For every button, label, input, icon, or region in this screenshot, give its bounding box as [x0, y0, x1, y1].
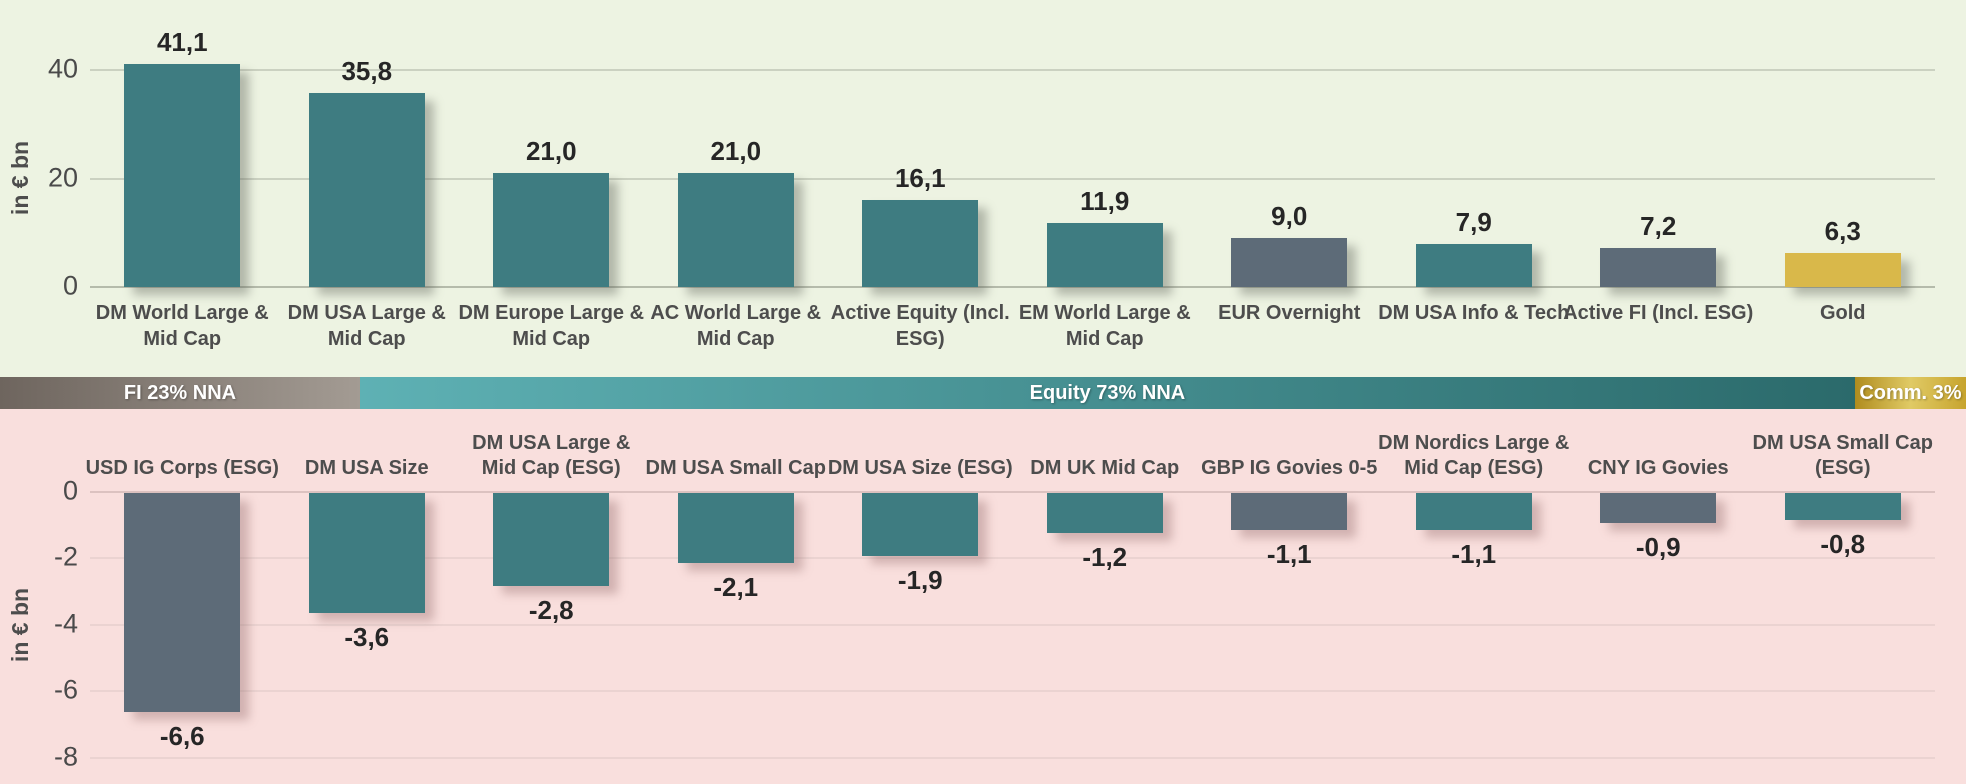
bar [677, 173, 794, 287]
bar [1231, 493, 1348, 530]
asset-class-banner: FI 23% NNA Equity 73% NNA Comm. 3% [0, 377, 1966, 409]
bar-value-label: 35,8 [341, 55, 393, 86]
category-label: USD IG Corps (ESG) [85, 457, 279, 480]
bar-value-label: -2,1 [713, 571, 759, 602]
bar [1415, 493, 1532, 530]
bar-value-label: 9,0 [1271, 201, 1308, 232]
bar-value-label: 7,9 [1455, 207, 1492, 238]
bar [308, 493, 425, 613]
bar [862, 199, 979, 287]
zero-gridline [90, 286, 1935, 288]
bar [1600, 493, 1717, 523]
bar-value-label: 6,3 [1824, 215, 1861, 246]
bar [677, 493, 794, 563]
y-tick-label: 0 [62, 475, 78, 506]
category-label: DM USA Large & Mid Cap (ESG) [472, 431, 631, 480]
category-label: DM USA Small Cap (ESG) [1752, 431, 1933, 480]
category-label: Active Equity (Incl. ESG) [830, 302, 1010, 350]
y-tick-label: -8 [53, 740, 78, 771]
bar-value-label: 41,1 [156, 27, 208, 58]
bar-value-label: -6,6 [159, 721, 205, 752]
category-label: CNY IG Govies [1587, 457, 1729, 480]
outflows-bar-chart: in € bn 0 -2 -4 -6 -8 -6,6 USD IG Corps (ESG) -… [0, 409, 1966, 784]
y-tick-label: -2 [53, 541, 78, 572]
zero-gridline [90, 491, 1935, 493]
y-tick-label: 40 [47, 53, 78, 84]
bar-value-label: 21,0 [710, 136, 762, 167]
bar-value-label: 11,9 [1080, 185, 1130, 216]
inflows-plot-area: 0 20 40 41,1 DM World Large & Mid Cap 35,8 DM … [0, 0, 1966, 377]
y-tick-label: -6 [53, 674, 78, 705]
category-label: DM UK Mid Cap [1030, 457, 1180, 480]
bar-value-label: -1,2 [1082, 541, 1128, 572]
bar [308, 92, 425, 287]
bar [1600, 247, 1717, 287]
bar-value-label: 7,2 [1640, 210, 1677, 241]
bar-value-label: -0,8 [1820, 528, 1866, 559]
category-label: DM Nordics Large & Mid Cap (ESG) [1378, 431, 1570, 480]
bar [1046, 493, 1163, 533]
gridline [90, 177, 1935, 180]
bar-value-label: -1,9 [897, 565, 943, 596]
bar-value-label: -0,9 [1635, 531, 1681, 562]
category-label: Gold [1819, 302, 1866, 324]
category-label: DM USA Size (ESG) [827, 457, 1013, 480]
outflows-plot-area: 0 -2 -4 -6 -8 -6,6 USD IG Corps (ESG) -3,6 DM US… [0, 409, 1966, 784]
bar [1231, 238, 1348, 287]
banner-segment: Equity 73% NNA [359, 377, 1855, 409]
gridline [90, 690, 1935, 693]
bar-value-label: -3,6 [344, 621, 390, 652]
gridline [90, 69, 1935, 72]
bar-value-label: -1,1 [1266, 538, 1312, 569]
bar [493, 493, 610, 586]
category-label: DM USA Info & Tech [1378, 302, 1570, 324]
category-label: EUR Overnight [1218, 302, 1361, 324]
category-label: DM USA Size [304, 457, 429, 480]
bar [493, 173, 610, 287]
y-tick-label: -4 [53, 608, 78, 639]
gridline [90, 756, 1935, 759]
bar [1784, 493, 1901, 520]
banner-segment-label: Equity 73% NNA [1029, 381, 1186, 404]
bar [1046, 222, 1163, 287]
bar [124, 64, 241, 287]
bar-value-label: 21,0 [525, 136, 577, 167]
y-tick-label: 0 [62, 270, 78, 301]
bar [124, 493, 241, 713]
gridline [90, 557, 1935, 560]
banner-segment-label: FI 23% NNA [123, 381, 237, 404]
category-label: DM World Large & Mid Cap [95, 302, 269, 350]
bar [862, 493, 979, 557]
category-label: EM World Large & Mid Cap [1018, 302, 1191, 350]
category-label: Active FI (Incl. ESG) [1563, 302, 1754, 324]
bar-value-label: -1,1 [1451, 538, 1497, 569]
banner-segment: FI 23% NNA [0, 377, 360, 409]
category-label: GBP IG Govies 0-5 [1201, 457, 1378, 480]
bar-value-label: 16,1 [894, 162, 946, 193]
banner-segment: Comm. 3% [1854, 377, 1966, 409]
bar [1784, 252, 1901, 287]
gridline [90, 623, 1935, 626]
category-label: AC World Large & Mid Cap [650, 302, 822, 350]
bar [1415, 244, 1532, 287]
bar-value-label: -2,8 [528, 594, 574, 625]
category-label: DM Europe Large & Mid Cap [458, 302, 645, 350]
inflows-bar-chart: in € bn 0 20 40 41,1 DM World Large & Mid Ca… [0, 0, 1966, 377]
y-tick-label: 20 [47, 161, 78, 192]
banner-segment-label: Comm. 3% [1859, 381, 1962, 404]
category-label: DM USA Small Cap [645, 457, 826, 480]
category-label: DM USA Large & Mid Cap [287, 302, 446, 350]
